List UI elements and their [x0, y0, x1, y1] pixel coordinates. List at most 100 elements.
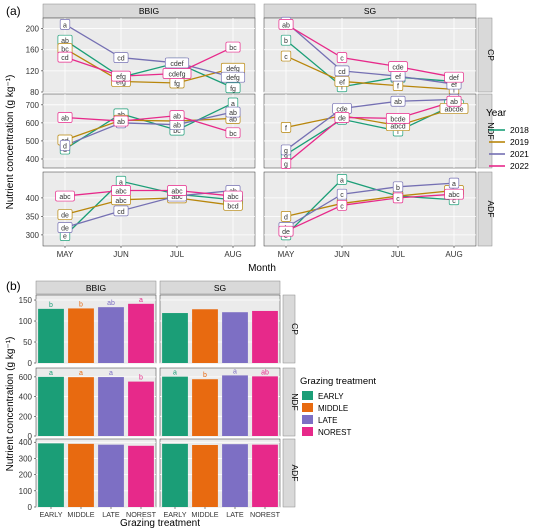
- x-tick-label: JUN: [334, 250, 350, 259]
- y-tick-label: 400: [26, 155, 40, 164]
- bar-norest: [252, 376, 278, 436]
- legend-label: 2018: [510, 125, 529, 135]
- panel-background: [42, 93, 256, 169]
- y-tick-label: 300: [26, 231, 40, 240]
- data-label: ab: [173, 114, 181, 121]
- bar-middle: [68, 308, 94, 363]
- data-point-2022: [334, 112, 350, 123]
- bar-letter-label: a: [233, 368, 237, 375]
- data-label: f: [397, 129, 399, 136]
- x-tick-label: JUL: [170, 250, 185, 259]
- data-label: bc: [173, 128, 181, 135]
- panel-background: [42, 17, 256, 93]
- series-line-2018: [285, 178, 455, 236]
- facet-strip-cp: [477, 17, 493, 93]
- data-label: c: [340, 192, 344, 199]
- bar-late: [98, 377, 124, 436]
- data-point-2018: [225, 82, 241, 94]
- y-tick-label: 600: [19, 373, 33, 382]
- bar-middle: [68, 443, 94, 507]
- data-label: cdefg: [168, 72, 185, 79]
- panel-a-ylabel: Nutrient concentration (g kg⁻¹): [5, 75, 16, 210]
- series-line-2022: [285, 193, 455, 232]
- x-tick-label: LATE: [226, 510, 244, 519]
- series-line-2022: [64, 189, 234, 197]
- data-point-2019: [280, 122, 292, 133]
- facet-strip-ndf: [477, 93, 493, 169]
- series-line-2021: [285, 182, 455, 229]
- data-label: abc: [171, 189, 183, 196]
- data-label: fg: [230, 86, 236, 93]
- data-label: ab: [282, 22, 290, 29]
- data-point-2022: [57, 51, 73, 63]
- data-label: abc: [59, 194, 71, 201]
- data-point-2022: [162, 68, 192, 79]
- data-label: ab: [394, 99, 402, 106]
- panel-b-xlabel: Grazing treatment: [120, 518, 200, 529]
- data-label: g: [284, 148, 288, 155]
- data-point-2021: [280, 144, 292, 156]
- bar-letter-label: a: [173, 370, 177, 377]
- data-label: c: [284, 54, 288, 61]
- data-point-2021: [164, 57, 190, 69]
- y-tick-label: 400: [19, 438, 33, 447]
- data-label: abc: [227, 194, 239, 201]
- series-line-2021: [64, 111, 234, 147]
- x-tick-label: MIDDLE: [191, 510, 218, 519]
- legend-label: 2021: [510, 149, 529, 159]
- series-line-2018: [64, 180, 234, 237]
- bar-norest: [128, 303, 154, 363]
- data-label: f: [453, 87, 455, 94]
- y-tick-label: 300: [19, 454, 33, 463]
- x-tick-label: NOREST: [126, 510, 157, 519]
- data-point-2018: [280, 34, 292, 46]
- data-label: ef: [339, 79, 345, 86]
- data-label: efg: [116, 74, 126, 81]
- facet-strip-cp: [282, 294, 296, 364]
- bar-letter-label: b: [49, 302, 53, 309]
- y-tick-label: 350: [26, 212, 40, 221]
- data-label: de: [61, 213, 69, 220]
- data-label: abc: [448, 192, 460, 199]
- data-label: f: [397, 84, 399, 91]
- bar-middle: [192, 309, 218, 363]
- data-point-2022: [278, 18, 294, 30]
- legend-year-title: Year: [486, 108, 507, 119]
- data-label: b: [396, 185, 400, 192]
- data-label: a: [63, 22, 67, 29]
- facet-strip-sg: [159, 280, 281, 295]
- facet-strip-label: NDF: [486, 122, 496, 139]
- data-label: ab: [229, 116, 237, 123]
- bar-letter-label: b: [139, 375, 143, 382]
- y-tick-label: 120: [26, 67, 40, 76]
- data-label: a: [340, 177, 344, 184]
- data-point-2022: [225, 127, 241, 139]
- data-label: ab: [61, 115, 69, 122]
- data-point-2021: [57, 222, 73, 233]
- facet-strip-adf: [477, 171, 493, 247]
- bar-norest: [252, 444, 278, 507]
- data-point-2021: [113, 52, 129, 63]
- legend-swatch-early: [302, 391, 313, 400]
- data-label: ab: [450, 99, 458, 106]
- data-label: cd: [61, 55, 69, 62]
- data-label: cdef: [170, 61, 183, 68]
- data-label: cde: [336, 106, 347, 113]
- data-label: e: [63, 234, 67, 241]
- data-point-2022: [57, 112, 73, 123]
- data-point-2022: [385, 113, 411, 124]
- data-label: fg: [174, 81, 180, 88]
- data-point-2022: [167, 185, 187, 196]
- y-tick-label: 0: [28, 432, 33, 441]
- data-label: ef: [451, 82, 457, 89]
- bar-early: [38, 443, 64, 507]
- data-label: bc: [61, 47, 69, 54]
- bar-early: [162, 376, 188, 436]
- series-line-2021: [285, 21, 455, 85]
- data-label: g: [284, 161, 288, 168]
- data-point-2022: [278, 225, 294, 237]
- data-label: de: [282, 229, 290, 236]
- x-tick-label: AUG: [445, 250, 462, 259]
- y-tick-label: 100: [19, 487, 33, 496]
